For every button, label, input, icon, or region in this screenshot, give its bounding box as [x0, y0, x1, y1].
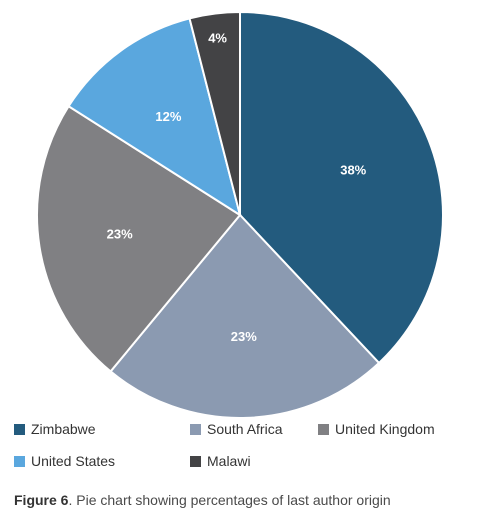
data-label-united-states: 12%: [155, 109, 181, 124]
legend-item-united-kingdom: United Kingdom: [318, 421, 435, 437]
pie-slice-malawi: [188, 10, 241, 216]
pie-slice-united-states: [67, 17, 242, 218]
pie-chart: 38% 23% 23% 12% 4%: [36, 10, 444, 419]
legend-label: Zimbabwe: [31, 421, 96, 437]
legend-swatch: [14, 423, 25, 435]
figure-label: Figure 6: [14, 492, 69, 508]
data-label-zimbabwe: 38%: [340, 163, 366, 178]
legend-label: United States: [31, 453, 116, 469]
pie-slice-zimbabwe: [239, 10, 444, 365]
data-label-south-africa: 23%: [231, 329, 257, 344]
legend-swatch: [190, 455, 201, 467]
legend-swatch: [190, 423, 201, 435]
data-label-united-kingdom: 23%: [107, 227, 133, 242]
legend-label: United Kingdom: [335, 421, 435, 437]
legend-item-south-africa: South Africa: [190, 421, 283, 437]
legend-item-malawi: Malawi: [190, 453, 251, 469]
legend-item-united-states: United States: [14, 453, 115, 469]
legend-item-zimbabwe: Zimbabwe: [14, 421, 96, 437]
caption-text: . Pie chart showing percentages of last …: [68, 492, 391, 508]
pie-slice-united-kingdom: [36, 104, 242, 373]
legend-swatch: [318, 423, 329, 435]
legend-label: Malawi: [207, 453, 251, 469]
figure-caption: Figure 6. Pie chart showing percentages …: [14, 492, 391, 508]
legend-swatch: [14, 455, 25, 467]
data-label-malawi: 4%: [208, 30, 227, 45]
legend-label: South Africa: [207, 421, 283, 437]
pie-slice-south-africa: [109, 213, 381, 419]
